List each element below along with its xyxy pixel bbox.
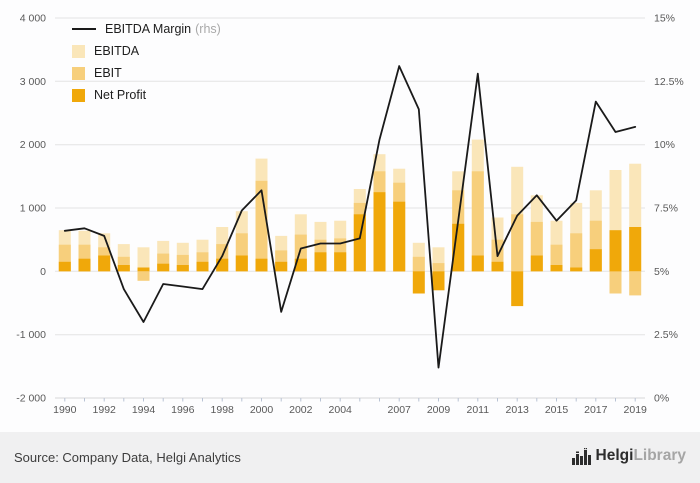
legend-label-net-profit: Net Profit — [94, 88, 147, 102]
svg-text:1994: 1994 — [132, 404, 156, 416]
net-profit-color-swatch — [72, 88, 85, 102]
svg-text:2000: 2000 — [250, 404, 274, 416]
ebitda-margin-line-swatch — [72, 28, 96, 30]
svg-text:-2 000: -2 000 — [16, 393, 46, 405]
svg-text:15%: 15% — [654, 13, 675, 25]
legend-label-ebit: EBIT — [94, 66, 122, 80]
svg-text:5%: 5% — [654, 266, 669, 278]
svg-text:0: 0 — [40, 266, 46, 278]
svg-text:2007: 2007 — [388, 404, 412, 416]
svg-text:7.5%: 7.5% — [654, 203, 678, 215]
legend-item-net-profit: Net Profit — [72, 88, 221, 102]
svg-text:4 000: 4 000 — [20, 13, 46, 25]
svg-text:12.5%: 12.5% — [654, 76, 684, 88]
svg-text:1998: 1998 — [211, 404, 235, 416]
logo-text-helgi: Helgi — [595, 447, 634, 464]
chart-svg: 4 000 15% 3 000 12.5% 2 000 10% 1 000 7.5% 0 5% -1… — [16, 13, 684, 417]
svg-text:1 000: 1 000 — [20, 203, 46, 215]
chart-card: 4 000 15% 3 000 12.5% 2 000 10% 1 000 7.5% 0 5% -1… — [0, 0, 700, 432]
svg-text:1990: 1990 — [53, 404, 77, 416]
svg-text:2019: 2019 — [624, 404, 648, 416]
svg-text:3 000: 3 000 — [20, 76, 46, 88]
legend-label-ebitda: EBITDA — [94, 44, 140, 58]
helgi-library-logo: HelgiLibrary — [571, 447, 686, 465]
svg-text:2013: 2013 — [506, 404, 530, 416]
castle-bars-icon — [571, 448, 591, 465]
legend-item-ebitda-margin: EBITDA Margin (rhs) — [72, 22, 221, 36]
svg-text:2017: 2017 — [584, 404, 608, 416]
svg-text:1996: 1996 — [171, 404, 195, 416]
svg-text:2002: 2002 — [289, 404, 313, 416]
svg-text:2004: 2004 — [329, 404, 353, 416]
ebitda-color-swatch — [72, 44, 85, 58]
legend-rhs-note: (rhs) — [195, 22, 221, 36]
svg-text:2.5%: 2.5% — [654, 329, 678, 341]
legend-label-ebitda-margin: EBITDA Margin — [105, 22, 192, 36]
legend-item-ebit: EBIT — [72, 66, 221, 80]
svg-text:-1 000: -1 000 — [16, 329, 46, 341]
source-text: Source: Company Data, Helgi Analytics — [14, 450, 241, 465]
legend: EBITDA Margin (rhs) EBITDA EBIT Net Prof… — [72, 22, 221, 102]
svg-text:0%: 0% — [654, 393, 669, 405]
logo-text: HelgiLibrary — [596, 447, 686, 465]
ebit-color-swatch — [72, 66, 85, 80]
legend-item-ebitda: EBITDA — [72, 44, 221, 58]
logo-text-library: Library — [633, 447, 686, 464]
svg-text:2011: 2011 — [467, 404, 490, 416]
svg-text:2009: 2009 — [427, 404, 451, 416]
svg-text:1992: 1992 — [93, 404, 117, 416]
svg-text:2015: 2015 — [545, 404, 569, 416]
svg-text:2 000: 2 000 — [20, 139, 46, 151]
svg-text:10%: 10% — [654, 139, 675, 151]
